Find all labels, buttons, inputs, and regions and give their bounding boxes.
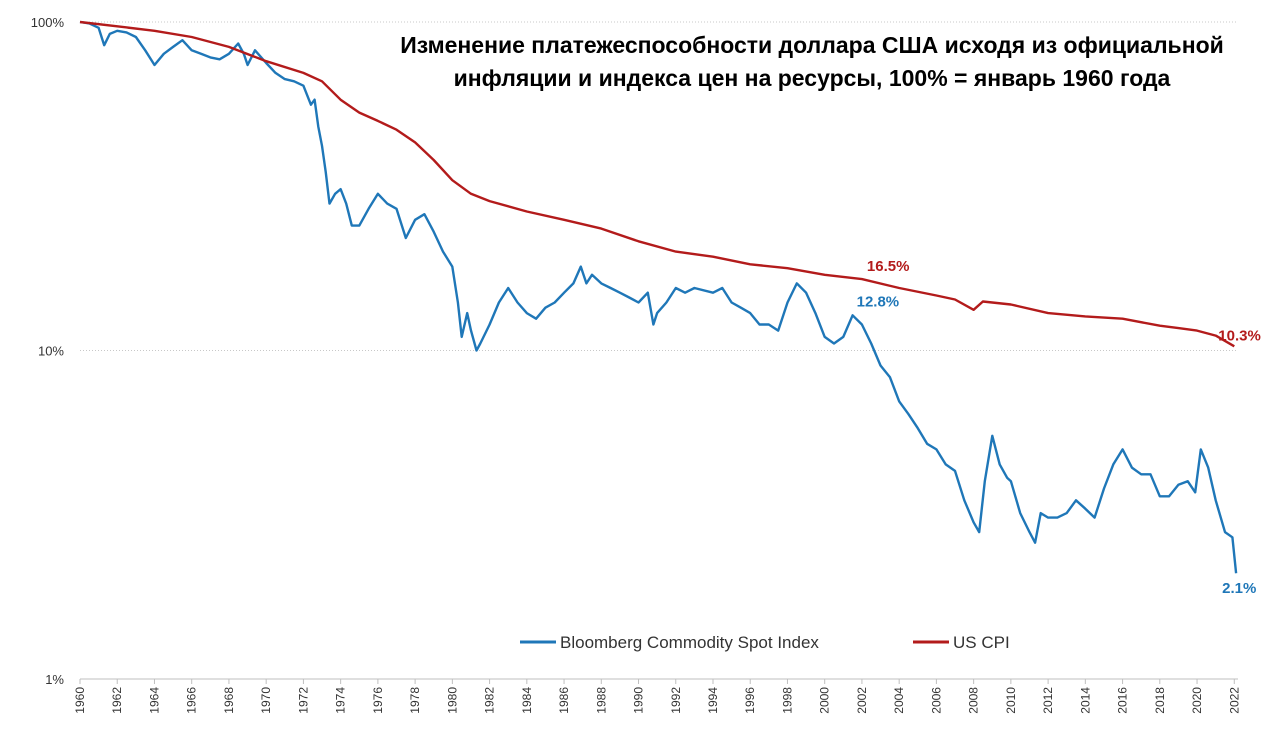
x-tick-label: 2012 [1041, 687, 1055, 714]
x-tick-label: 1964 [147, 687, 161, 714]
x-tick-label: 1978 [408, 687, 422, 714]
annotation-label: 12.8% [857, 293, 900, 310]
x-tick-label: 1984 [520, 687, 534, 714]
y-tick-label: 10% [38, 344, 64, 359]
x-tick-label: 1994 [706, 687, 720, 714]
series-line-us-cpi [79, 20, 1235, 348]
x-tick-label: 2020 [1190, 687, 1204, 714]
chart-title: Изменение платежеспособности доллара США… [400, 32, 1224, 91]
x-tick-label: 1998 [780, 687, 794, 714]
x-tick-label: 2004 [892, 687, 906, 714]
x-tick-label: 1988 [594, 687, 608, 714]
gridlines [80, 21, 1238, 351]
x-tick-label: 1974 [334, 687, 348, 714]
x-tick-label: 1968 [222, 687, 236, 714]
chart-title-line-2: инфляции и индекса цен на ресурсы, 100% … [454, 65, 1171, 91]
y-axis-ticks: 100% 10% 1% [31, 15, 65, 687]
x-tick-label: 1966 [185, 687, 199, 714]
x-tick-label: 2016 [1116, 687, 1130, 714]
annotation-label: 16.5% [867, 258, 910, 275]
y-tick-label: 1% [45, 672, 64, 687]
x-tick-label: 1976 [371, 687, 385, 714]
x-tick-label: 2006 [929, 687, 943, 714]
legend-label-cpi: US CPI [953, 633, 1010, 652]
annotation-label: 10.3% [1218, 327, 1261, 344]
chart-title-line-1: Изменение платежеспособности доллара США… [400, 32, 1224, 58]
x-tick-label: 2002 [855, 687, 869, 714]
series-line-bloomberg [79, 20, 1238, 574]
x-tick-label: 2014 [1078, 687, 1092, 714]
x-tick-label: 1990 [632, 687, 646, 714]
series-group [79, 20, 1238, 574]
legend: Bloomberg Commodity Spot Index US CPI [520, 633, 1010, 652]
x-tick-label: 1962 [110, 687, 124, 714]
y-tick-label: 100% [31, 15, 65, 30]
x-tick-label: 2022 [1227, 687, 1241, 714]
legend-label-bloomberg: Bloomberg Commodity Spot Index [560, 633, 819, 652]
x-tick-label: 1980 [445, 687, 459, 714]
annotation-label: 2.1% [1222, 580, 1256, 597]
x-tick-label: 1970 [259, 687, 273, 714]
x-tick-label: 1996 [743, 687, 757, 714]
x-tick-label: 1986 [557, 687, 571, 714]
x-tick-label: 1972 [296, 687, 310, 714]
x-tick-label: 1992 [669, 687, 683, 714]
x-axis-ticks: 1960 1962 1964 1966 1968 1970 1972 1974 1976 1978… [73, 679, 1241, 714]
annotations: 16.5% 12.8% 10.3% 2.1% [857, 258, 1261, 597]
x-tick-label: 2008 [967, 687, 981, 714]
x-tick-label: 2000 [818, 687, 832, 714]
x-tick-label: 2010 [1004, 687, 1018, 714]
x-tick-label: 1982 [483, 687, 497, 714]
x-tick-label: 1960 [73, 687, 87, 714]
x-tick-label: 2018 [1153, 687, 1167, 714]
